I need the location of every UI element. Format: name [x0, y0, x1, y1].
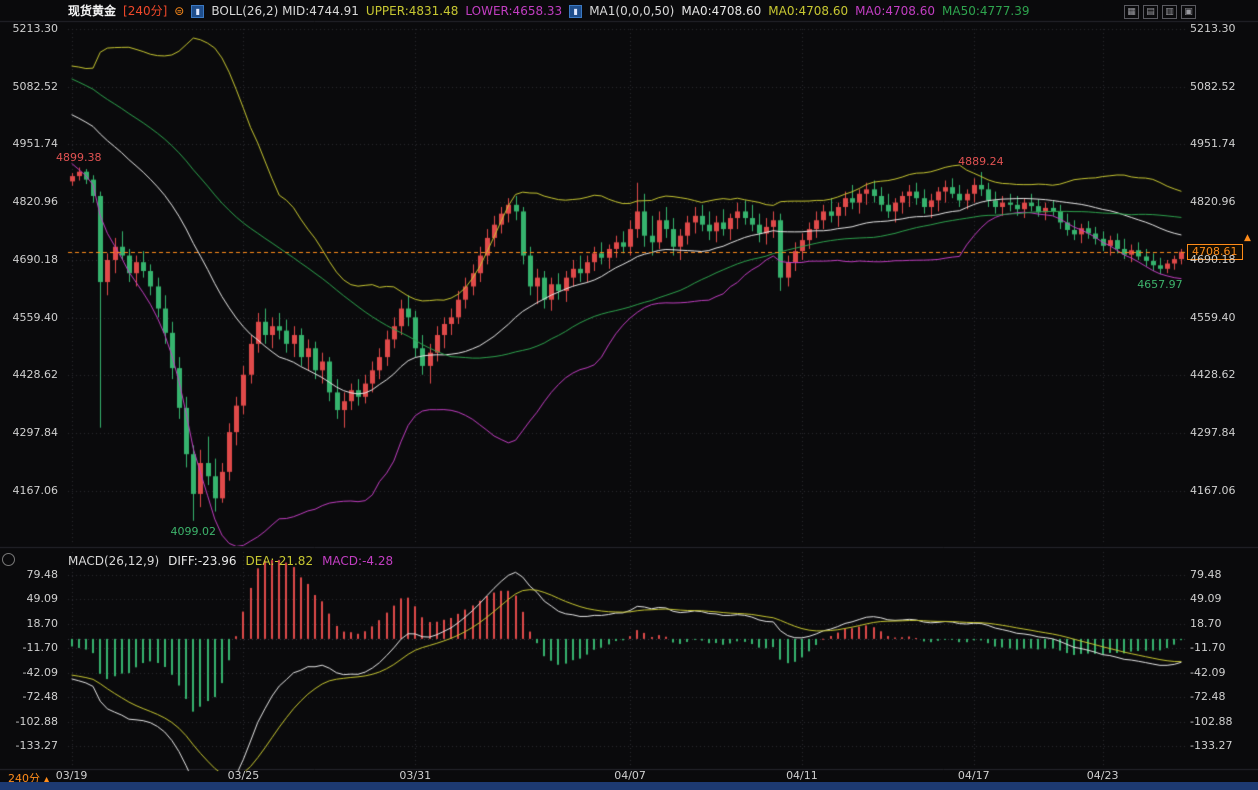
y-axis-label-main: 4297.84 [12, 426, 59, 440]
macd-dea-label: DEA:-21.82 [245, 554, 314, 568]
x-axis-label: 03/19 [55, 769, 88, 782]
panel-toggle-icon[interactable] [2, 553, 15, 566]
y-axis-label-main: 4820.96 [12, 195, 59, 209]
period-selector[interactable]: 240分 ▲ [8, 770, 50, 786]
price-up-arrow-icon: ▲ [1244, 232, 1251, 243]
y-axis-label-main: 4167.06 [1190, 483, 1236, 497]
x-axis-label: 04/23 [1086, 769, 1119, 782]
price-annotation: 4889.24 [958, 155, 1004, 169]
boll-mid-label: BOLL(26,2) MID:4744.91 [211, 4, 359, 18]
split-left-layout-icon[interactable]: ▤ [1143, 5, 1158, 19]
fullscreen-layout-icon[interactable]: ▣ [1181, 5, 1196, 19]
period-selector-label: 240分 [8, 772, 40, 785]
y-axis-label-main: 4690.18 [1190, 252, 1236, 266]
bottom-taskbar [0, 782, 1258, 790]
ma-group-label: MA1(0,0,0,50) [589, 4, 675, 18]
macd-diff-label: DIFF:-23.96 [168, 554, 237, 568]
y-axis-label-macd: -11.70 [22, 641, 58, 655]
boll-upper-label: UPPER:4831.48 [365, 4, 459, 18]
y-axis-label-macd: -72.48 [22, 690, 58, 704]
y-axis-label-macd: -102.88 [1190, 714, 1233, 728]
y-axis-label-main: 4559.40 [1190, 310, 1236, 324]
y-axis-label-main: 4428.62 [1190, 368, 1236, 382]
y-axis-label-macd: 79.48 [1190, 568, 1222, 581]
last-price-tag: 4708.61 [1187, 243, 1243, 260]
symbol-name: 现货黄金 [68, 4, 117, 18]
y-axis-label-macd: 49.09 [26, 592, 59, 606]
y-axis-label-macd: -133.27 [1190, 739, 1233, 752]
y-axis-label-main: 4559.40 [12, 310, 59, 324]
y-axis-label-macd: -11.70 [1190, 641, 1226, 655]
chart-header: 现货黄金 [240分] ⊜ ▮ BOLL(26,2) MID:4744.91 U… [68, 4, 1030, 18]
ma0-label-white: MA0:4708.60 [681, 4, 762, 18]
y-axis-label-macd: 49.09 [1190, 592, 1222, 606]
y-axis-label-macd: -133.27 [15, 739, 58, 752]
y-axis-label-main: 4951.74 [1190, 137, 1236, 151]
macd-params-label: MACD(26,12,9) [68, 554, 160, 568]
settings-icon[interactable]: ⊜ [174, 4, 185, 18]
x-axis-label: 04/07 [614, 769, 646, 782]
y-axis-label-main: 5082.52 [1190, 79, 1236, 93]
ma0-label-yellow: MA0:4708.60 [768, 4, 849, 18]
y-axis-label-main: 4690.18 [12, 252, 59, 266]
ma-indicator-chip-icon[interactable]: ▮ [569, 4, 583, 18]
y-axis-label-main: 5082.52 [12, 79, 59, 93]
grid-layout-icon[interactable]: ▦ [1124, 5, 1139, 19]
x-axis-label: 03/25 [227, 769, 260, 782]
period-tag: [240分] [123, 4, 168, 18]
y-axis-label-macd: 79.48 [26, 568, 59, 581]
x-axis-label: 03/31 [399, 769, 432, 782]
y-axis-label-macd: -42.09 [22, 665, 58, 679]
y-axis-label-main: 5213.30 [1190, 22, 1236, 35]
boll-indicator-chip-icon[interactable]: ▮ [191, 4, 205, 18]
y-axis-label-main: 4820.96 [1190, 195, 1236, 209]
price-annotation: 4099.02 [170, 524, 217, 538]
y-axis-label-macd: -102.88 [15, 714, 58, 728]
y-axis-label-macd: 18.70 [1190, 616, 1222, 630]
y-axis-label-macd: -72.48 [1190, 690, 1226, 704]
macd-header: MACD(26,12,9) DIFF:-23.96 DEA:-21.82 MAC… [68, 554, 393, 568]
price-annotation: 4657.97 [1137, 278, 1183, 292]
x-axis-label: 04/17 [957, 769, 990, 782]
price-annotation: 4899.38 [55, 150, 102, 164]
y-axis-label-main: 4167.06 [12, 483, 59, 497]
ma0-label-magenta: MA0:4708.60 [855, 4, 935, 18]
y-axis-label-macd: -42.09 [1190, 665, 1226, 679]
boll-lower-label: LOWER:4658.33 [465, 4, 563, 18]
macd-value-label: MACD:-4.28 [322, 554, 394, 568]
ma50-label: MA50:4777.39 [942, 4, 1030, 18]
window-controls: ▦ ▤ ▥ ▣ [1124, 5, 1196, 19]
split-right-layout-icon[interactable]: ▥ [1162, 5, 1177, 19]
y-axis-label-main: 4428.62 [12, 368, 59, 382]
up-triangle-icon: ▲ [43, 775, 50, 784]
x-axis-label: 04/11 [786, 769, 818, 782]
y-axis-label-main: 4297.84 [1190, 426, 1236, 440]
y-axis-label-main: 5213.30 [12, 22, 59, 35]
y-axis-label-main: 4951.74 [12, 137, 59, 151]
y-axis-label-macd: 18.70 [26, 616, 59, 630]
